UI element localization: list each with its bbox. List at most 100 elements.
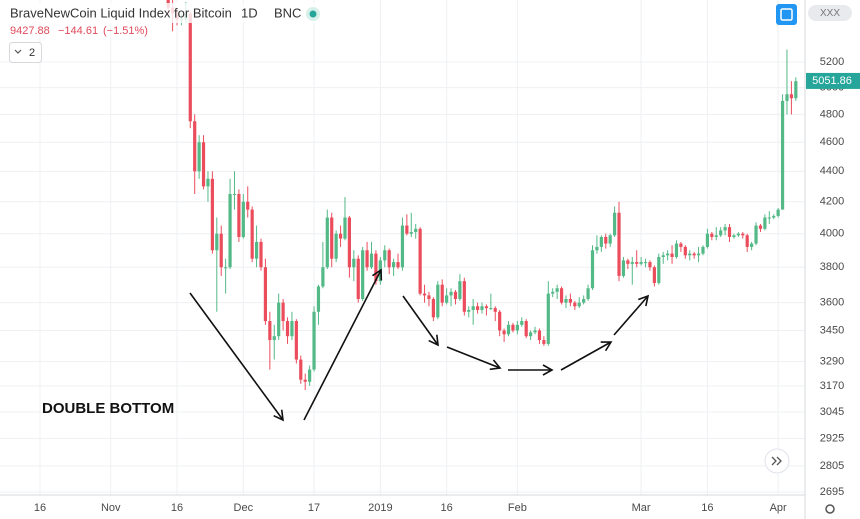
candle-body bbox=[484, 306, 489, 309]
candle-body bbox=[369, 253, 374, 268]
axes: 2695 2805 2925 3045 3170 3290 3450 3600 3800 4000… bbox=[34, 56, 860, 514]
candle-body bbox=[312, 311, 316, 370]
candle-body bbox=[776, 209, 780, 216]
candle-body bbox=[643, 262, 648, 264]
candle-body bbox=[577, 302, 581, 307]
scroll-button[interactable] bbox=[764, 448, 790, 474]
candle-body bbox=[595, 246, 599, 251]
candle-body bbox=[529, 332, 533, 337]
candle-body bbox=[374, 253, 378, 282]
candle-body bbox=[688, 253, 692, 256]
y-tick-label: 4200 bbox=[820, 196, 844, 208]
annotations: DOUBLE BOTTOM bbox=[42, 268, 650, 422]
candle-body bbox=[237, 194, 241, 237]
candle-body bbox=[666, 253, 670, 256]
screenshot-button[interactable] bbox=[776, 4, 797, 25]
quote-change: −144.61 bbox=[58, 25, 98, 37]
candle-body bbox=[361, 250, 365, 300]
candle-body bbox=[723, 227, 727, 231]
candle-body bbox=[281, 302, 285, 322]
candle-body bbox=[608, 235, 612, 244]
y-tick-label: 5200 bbox=[820, 56, 844, 68]
x-tick-label: 16 bbox=[441, 502, 453, 514]
candle-body bbox=[727, 227, 732, 237]
candle-body bbox=[502, 330, 506, 335]
candles bbox=[166, 0, 798, 391]
candle-body bbox=[568, 299, 572, 303]
candle-body bbox=[754, 225, 758, 244]
candle-body bbox=[520, 321, 524, 325]
candle-body bbox=[626, 260, 630, 264]
candle-body bbox=[272, 336, 276, 341]
candle-body bbox=[347, 217, 351, 268]
candle-body bbox=[343, 217, 347, 239]
symbol-title: BraveNewCoin Liquid Index for Bitcoin bbox=[10, 5, 232, 20]
candle-body bbox=[564, 299, 568, 303]
source: BNC bbox=[274, 5, 301, 20]
candle-body bbox=[427, 295, 431, 300]
candle-body bbox=[586, 288, 590, 300]
candle-body bbox=[449, 291, 453, 296]
candle-body bbox=[582, 299, 586, 303]
candle-body bbox=[383, 250, 387, 261]
candle-body bbox=[409, 232, 413, 234]
candle-body bbox=[489, 308, 493, 310]
y-tick-label: 3170 bbox=[820, 380, 844, 392]
last-price-label: 5051.86 bbox=[812, 75, 852, 87]
chevron bbox=[14, 49, 22, 54]
candle-body bbox=[188, 13, 192, 122]
candle-body bbox=[316, 286, 321, 312]
candle-body bbox=[277, 302, 281, 337]
candle-body bbox=[657, 257, 661, 283]
indicator-count: 2 bbox=[29, 47, 35, 59]
candle-body bbox=[750, 243, 754, 247]
candle-body bbox=[635, 262, 639, 264]
candle-body bbox=[396, 262, 400, 268]
y-tick-label: 4800 bbox=[820, 108, 844, 120]
y-tick-label: 4400 bbox=[820, 165, 844, 177]
x-tick-label: 16 bbox=[171, 502, 183, 514]
candle-body bbox=[493, 308, 497, 312]
candle-body bbox=[197, 142, 201, 172]
y-tick-label: 3600 bbox=[820, 297, 844, 309]
candle-body bbox=[290, 321, 294, 337]
symbol-pill[interactable] bbox=[808, 5, 852, 21]
candle-body bbox=[352, 258, 356, 268]
candle-body bbox=[683, 246, 687, 256]
icon bbox=[771, 456, 782, 466]
candle-body bbox=[613, 212, 617, 236]
y-tick-label: 4600 bbox=[820, 136, 844, 148]
candle-body bbox=[325, 217, 329, 268]
candle-body bbox=[785, 94, 789, 101]
x-tick-label: 16 bbox=[34, 502, 46, 514]
candle-body bbox=[268, 321, 272, 341]
candle-body bbox=[418, 228, 422, 294]
settings-button[interactable] bbox=[825, 504, 835, 514]
candle-body bbox=[599, 236, 603, 247]
candle-body bbox=[387, 250, 391, 268]
candle-body bbox=[551, 291, 555, 294]
candle-body bbox=[215, 233, 219, 251]
candle-body bbox=[259, 241, 263, 268]
indicator-toggle[interactable] bbox=[9, 42, 42, 63]
candle-body bbox=[308, 369, 312, 382]
candle-body bbox=[201, 142, 206, 187]
candle-body bbox=[701, 246, 705, 254]
last-price-box bbox=[806, 72, 860, 89]
x-tick-label: 2019 bbox=[368, 502, 392, 514]
header: BraveNewCoin Liquid Index for Bitcoin 1D… bbox=[4, 3, 334, 63]
candle-body bbox=[498, 311, 502, 331]
candle-body bbox=[462, 281, 466, 312]
candle-body bbox=[453, 291, 458, 300]
candle-body bbox=[422, 293, 427, 296]
candle-body bbox=[294, 321, 298, 360]
candle-body bbox=[400, 225, 405, 268]
candle-body bbox=[480, 306, 484, 310]
candle-body bbox=[630, 262, 634, 264]
annotation: DOUBLE BOTTOM bbox=[42, 400, 174, 417]
x-tick-label: 16 bbox=[701, 502, 713, 514]
quote-change-pct: (−1.51%) bbox=[103, 25, 148, 37]
candle-body bbox=[436, 284, 440, 318]
candle-body bbox=[692, 253, 696, 256]
